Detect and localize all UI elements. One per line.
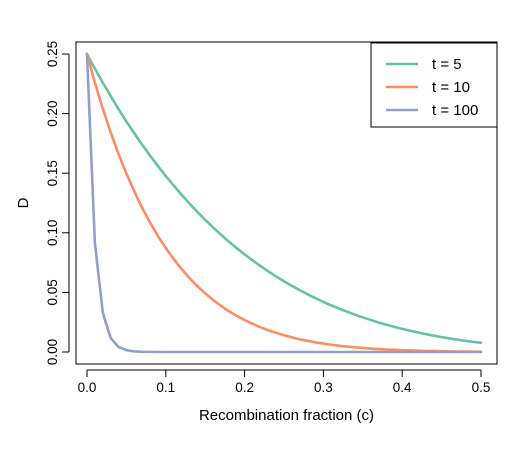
x-tick-label: 0.0 (78, 380, 97, 395)
plot-frame (75, 41, 498, 365)
legend: t = 5 t = 10 t = 100 (370, 42, 498, 128)
series-line-3 (85, 52, 483, 354)
x-axis-title: Recombination fraction (c) (199, 407, 374, 424)
series-line-1 (85, 52, 483, 345)
y-tick-label: 0.05 (45, 279, 60, 305)
y-tick-label: 0.25 (45, 41, 60, 67)
legend-label: t = 10 (432, 79, 470, 96)
legend-items: t = 5 t = 10 t = 100 (386, 56, 478, 119)
x-tick-label: 0.2 (235, 380, 254, 395)
series-line-2 (85, 52, 483, 354)
legend-box (370, 42, 498, 128)
legend-label: t = 5 (432, 56, 462, 73)
x-tick-label: 0.4 (393, 380, 412, 395)
x-tick-label: 0.3 (314, 380, 333, 395)
y-tick-label: 0.15 (45, 160, 60, 186)
x-tick-label: 0.5 (472, 380, 491, 395)
y-ticks: 0.00 0.05 0.10 0.15 0.20 0.25 (45, 41, 69, 365)
y-axis: 0.00 0.05 0.10 0.15 0.20 0.25 (45, 41, 70, 365)
y-tick-label: 0.00 (45, 339, 60, 365)
series-lines (85, 52, 483, 354)
x-axis: 0.0 0.1 0.2 0.3 0.4 0.5 (78, 369, 491, 395)
x-tick-label: 0.1 (156, 380, 175, 395)
x-ticks: 0.0 0.1 0.2 0.3 0.4 0.5 (78, 370, 491, 395)
y-axis-title: D (15, 197, 32, 208)
legend-label: t = 100 (432, 102, 478, 119)
y-tick-label: 0.20 (45, 100, 60, 126)
y-tick-label: 0.10 (45, 220, 60, 246)
